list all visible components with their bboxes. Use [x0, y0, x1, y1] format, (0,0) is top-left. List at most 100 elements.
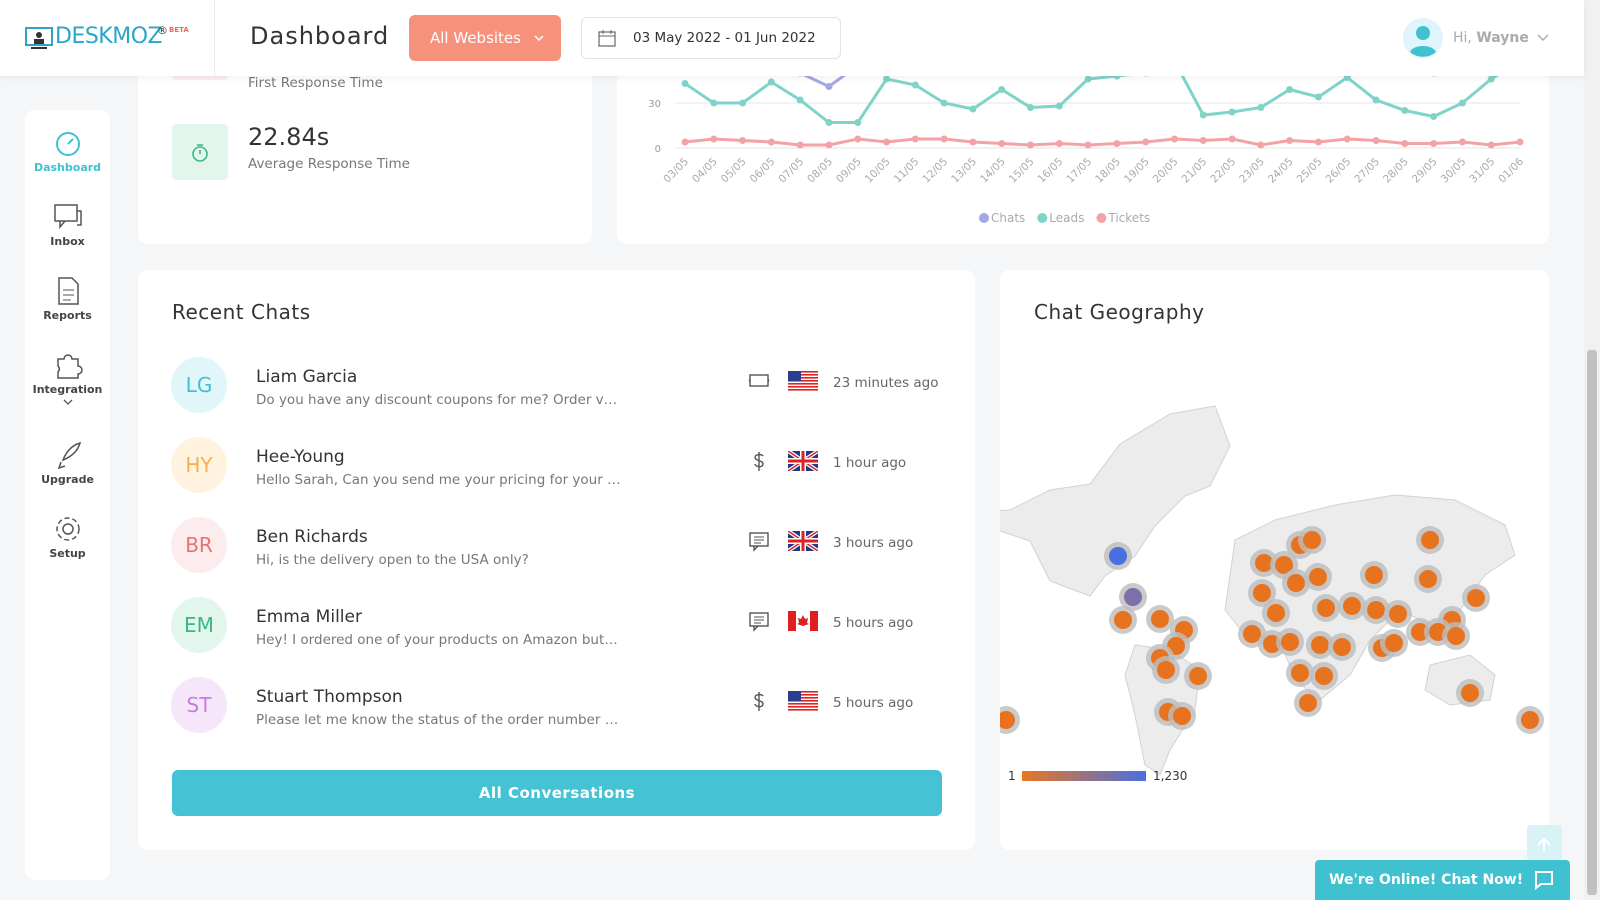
nav-item[interactable]: Inbox	[25, 202, 110, 248]
nav-item[interactable]: Upgrade	[25, 440, 110, 486]
x-tick-label: 28/05	[1381, 156, 1411, 186]
chat-time: 1 hour ago	[833, 455, 907, 471]
nav-item[interactable]: Dashboard	[25, 128, 110, 174]
point	[940, 99, 948, 107]
marker	[1253, 584, 1271, 602]
point	[854, 119, 862, 126]
nav-item[interactable]: Setup	[25, 514, 110, 560]
point	[1055, 140, 1063, 147]
channel-icon	[748, 450, 770, 476]
card-title: Chat Geography	[1034, 300, 1205, 324]
marker	[1287, 574, 1305, 592]
point	[767, 78, 775, 86]
timer-icon	[192, 144, 208, 162]
chat-icon	[1535, 871, 1553, 890]
x-tick-label: 20/05	[1151, 156, 1181, 186]
legend-label: Leads	[1049, 211, 1084, 225]
point	[1487, 75, 1495, 83]
logo-registered: ®	[157, 24, 168, 37]
scroll-top-button[interactable]	[1527, 825, 1562, 860]
point	[739, 99, 747, 107]
x-tick-label: 19/05	[1122, 156, 1152, 186]
chat-row[interactable]: LG Liam Garcia Do you have any discount co…	[138, 357, 975, 417]
point	[710, 99, 718, 107]
country-flag	[788, 691, 818, 715]
chat-message: Hey! I ordered one of your products on A…	[256, 632, 618, 648]
nav-item[interactable]: Reports	[25, 276, 110, 322]
recent-chats-card: Recent Chats LG Liam Garcia Do you have an…	[138, 270, 975, 850]
legend-item[interactable]: Tickets	[1096, 211, 1150, 225]
x-tick-label: 22/05	[1208, 156, 1238, 186]
point	[1516, 138, 1524, 146]
flag	[788, 611, 818, 631]
marker	[1309, 568, 1327, 586]
nav-label: Dashboard	[33, 161, 102, 174]
series	[681, 135, 1524, 149]
geography-card: Chat Geography 1 1,230	[1000, 270, 1549, 850]
x-tick-label: 08/05	[805, 156, 835, 186]
color-scale	[1022, 771, 1146, 781]
chat-widget-label: We're Online! Chat Now!	[1329, 872, 1524, 888]
point	[1372, 137, 1380, 144]
marker	[1275, 556, 1293, 574]
chat-name: Stuart Thompson	[256, 687, 403, 707]
point	[1055, 102, 1063, 110]
point	[883, 138, 891, 146]
avatar[interactable]	[1403, 18, 1443, 58]
date-range: 03 May 2022 - 01 Jun 2022	[633, 30, 816, 46]
point	[796, 96, 804, 104]
nav-icon	[57, 277, 79, 305]
all-conversations-button[interactable]: All Conversations	[172, 770, 942, 816]
flag	[788, 371, 818, 391]
date-picker[interactable]: 03 May 2022 - 01 Jun 2022	[581, 17, 841, 59]
point	[1487, 141, 1495, 149]
y-tick-label: 0	[655, 144, 661, 155]
x-tick-label: 06/05	[748, 156, 778, 186]
stat-label: Average Response Time	[248, 156, 410, 172]
user-menu[interactable]: Hi, Wayne	[1453, 30, 1549, 46]
x-tick-label: 10/05	[863, 156, 893, 186]
channel-icon	[748, 530, 770, 556]
x-tick-label: 05/05	[719, 156, 749, 186]
series-line	[684, 137, 1521, 147]
chat-row[interactable]: BR Ben Richards Hi, is the delivery open t…	[138, 517, 975, 577]
chat-name: Ben Richards	[256, 527, 368, 547]
card-title: Recent Chats	[172, 300, 311, 324]
legend-item[interactable]: Leads	[1037, 211, 1084, 225]
point	[1027, 141, 1035, 149]
channel-icon	[748, 610, 770, 636]
x-tick-label: 25/05	[1295, 156, 1325, 186]
chat-row[interactable]: HY Hee-Young Hello Sarah, Can you send me …	[138, 437, 975, 497]
marker	[1419, 570, 1437, 588]
marker	[1303, 531, 1321, 549]
x-tick-label: 16/05	[1036, 156, 1066, 186]
chat-message: Please let me know the status of the ord…	[256, 712, 619, 728]
website-filter[interactable]: All Websites	[409, 15, 561, 61]
chat-message: Hello Sarah, Can you send me your pricin…	[256, 472, 621, 488]
marker	[1299, 694, 1317, 712]
world-map: 1 1,230	[1000, 405, 1544, 783]
chat-row[interactable]: ST Stuart Thompson Please let me know the …	[138, 677, 975, 737]
legend-item[interactable]: Chats	[979, 211, 1025, 225]
point	[1286, 137, 1294, 144]
marker	[1291, 664, 1309, 682]
icon	[749, 532, 769, 552]
country-flag	[788, 611, 818, 635]
chat-row[interactable]: EM Emma Miller Hey! I ordered one of your …	[138, 597, 975, 657]
chat-widget[interactable]: We're Online! Chat Now!	[1315, 860, 1570, 900]
scroll-thumb[interactable]	[1587, 350, 1597, 895]
nav-label: Inbox	[50, 235, 85, 248]
nav-item[interactable]: Integration	[25, 350, 110, 409]
point	[1199, 111, 1207, 119]
x-tick-label: 29/05	[1410, 156, 1440, 186]
chat-message: Do you have any discount coupons for me?…	[256, 392, 618, 408]
point	[1257, 141, 1265, 149]
x-tick-label: 15/05	[1007, 156, 1037, 186]
chevron	[1537, 34, 1549, 41]
x-tick-label: 27/05	[1352, 156, 1382, 186]
point	[883, 75, 891, 83]
point	[681, 138, 689, 146]
website-filter-label: All Websites	[430, 29, 521, 47]
chat-avatar: HY	[171, 437, 227, 493]
